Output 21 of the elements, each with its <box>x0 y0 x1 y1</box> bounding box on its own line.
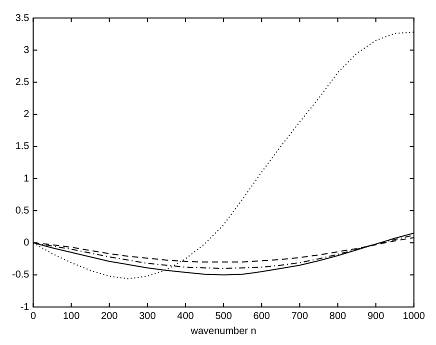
x-tick-label: 300 <box>139 310 156 322</box>
y-tick-label: 3 <box>24 44 30 56</box>
x-tick-label: 400 <box>177 310 194 322</box>
y-tick-label: 3.5 <box>15 12 30 24</box>
x-tick-label: 800 <box>329 310 347 322</box>
x-tick-label: 500 <box>215 310 232 322</box>
x-tick-label: 900 <box>367 310 385 322</box>
y-tick-label: -1 <box>20 302 30 313</box>
x-axis-title: wavenumber n <box>190 326 256 337</box>
x-tick-label: 600 <box>253 310 270 322</box>
x-tick-label: 700 <box>291 310 308 322</box>
y-tick-label: 2 <box>24 109 30 120</box>
y-tick-label: 1 <box>24 173 30 184</box>
y-tick-label: 2.5 <box>15 76 30 88</box>
y-tick-label: 0.5 <box>15 205 30 216</box>
y-tick-label: 0 <box>24 238 30 249</box>
x-tick-label: 200 <box>101 310 118 322</box>
x-tick-label: 1000 <box>402 310 426 322</box>
x-tick-label: 100 <box>62 310 80 322</box>
y-tick-label: -0.5 <box>12 270 30 281</box>
y-tick-label: 1.5 <box>15 141 30 152</box>
